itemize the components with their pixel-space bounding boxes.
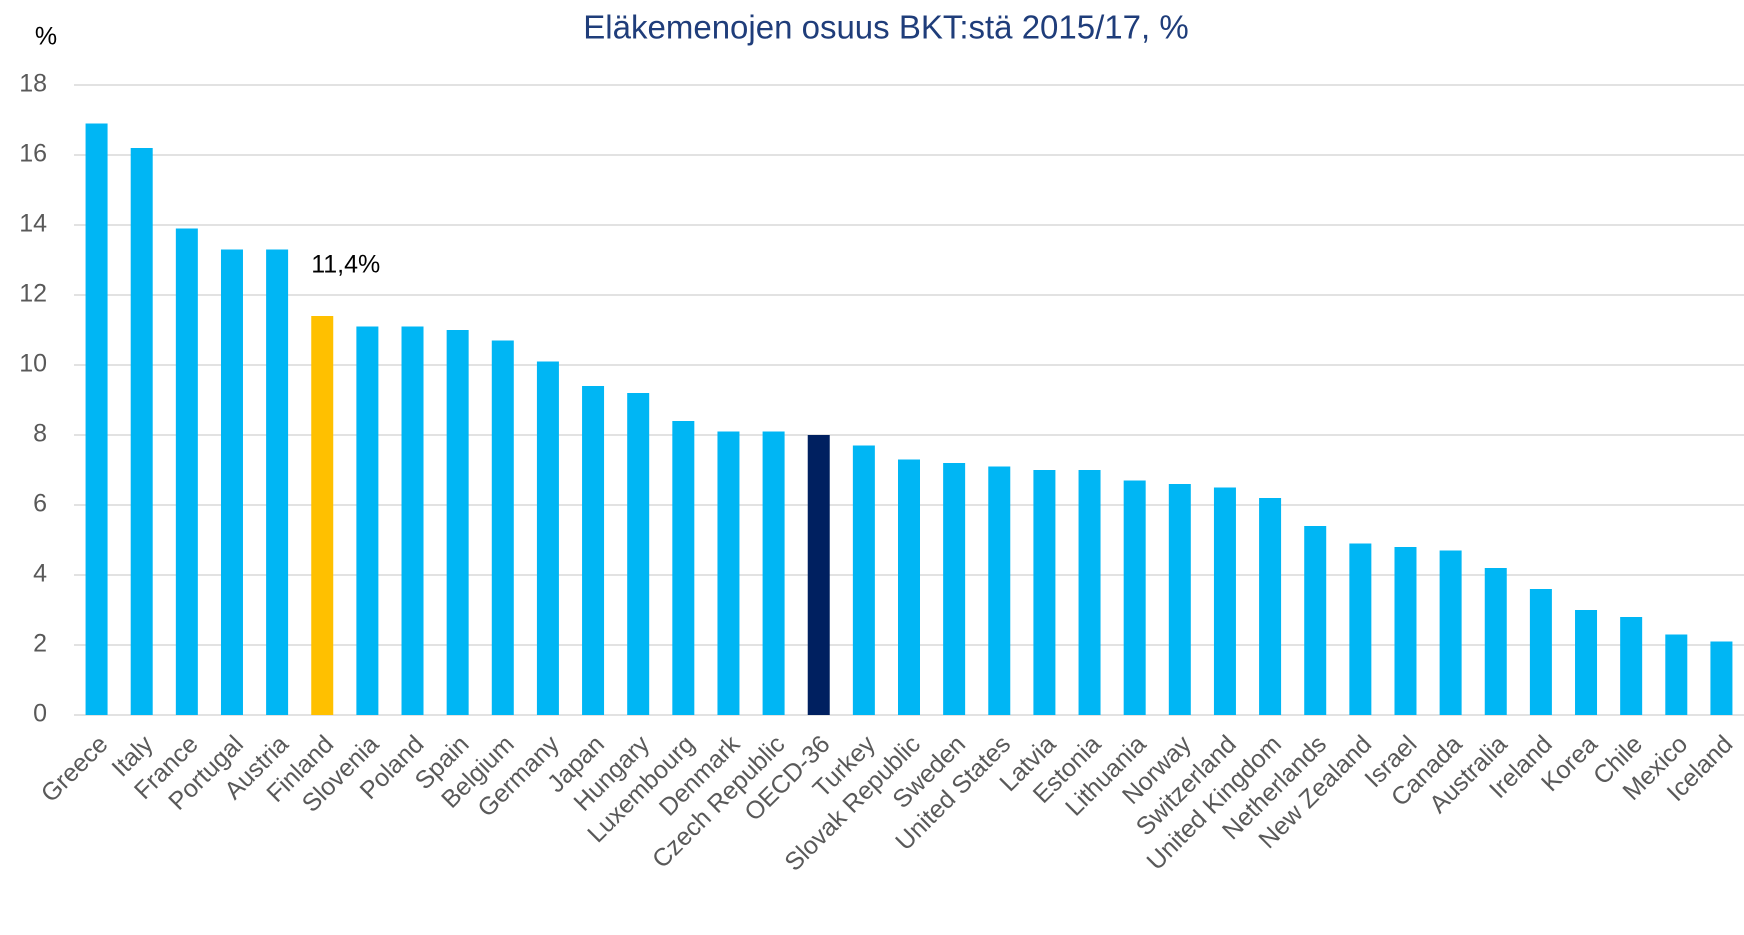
y-tick-label: 16 (19, 140, 47, 168)
y-tick-label: 18 (19, 70, 47, 98)
bar (1575, 610, 1598, 715)
bar (175, 228, 198, 715)
bar (627, 393, 650, 715)
bar (1349, 543, 1372, 715)
bar (1304, 526, 1327, 715)
bar (1620, 617, 1643, 715)
y-tick-label: 14 (19, 210, 47, 238)
bar (898, 459, 920, 715)
bar (356, 326, 379, 715)
bar (762, 431, 785, 715)
bar (491, 340, 514, 715)
bar (1168, 484, 1191, 715)
x-tick-label: Greece (36, 730, 114, 808)
bar (130, 148, 153, 715)
bar (85, 123, 108, 715)
y-tick-label: 4 (33, 560, 47, 588)
bar (1259, 498, 1282, 715)
bar (943, 463, 966, 715)
bar (672, 421, 695, 715)
y-tick-label: 2 (33, 630, 47, 658)
bar (1123, 480, 1146, 715)
bar (1213, 487, 1236, 715)
y-tick-label: 12 (19, 280, 47, 308)
y-axis-label: % (35, 23, 57, 51)
y-tick-label: 8 (33, 420, 47, 448)
bar (446, 330, 469, 715)
bar (1484, 568, 1507, 715)
bar (1529, 589, 1552, 715)
bar (536, 361, 559, 715)
bar (266, 249, 289, 715)
bar (1078, 470, 1101, 715)
bar (1710, 641, 1733, 715)
value-label: 11,4% (311, 251, 380, 279)
bar (807, 435, 830, 715)
bar (401, 326, 424, 715)
y-tick-label: 10 (19, 350, 47, 378)
y-tick-label: 0 (33, 700, 47, 728)
bar (1033, 470, 1056, 715)
bar (582, 386, 605, 715)
y-tick-label: 6 (33, 490, 47, 518)
bar (1394, 547, 1417, 715)
bar (311, 316, 334, 715)
bar (988, 466, 1011, 715)
bar (220, 249, 243, 715)
bar (717, 431, 740, 715)
bar (1439, 550, 1462, 715)
chart-title: Eläkemenojen osuus BKT:stä 2015/17, % (583, 9, 1188, 46)
bar (852, 445, 875, 715)
bar (1665, 634, 1688, 715)
